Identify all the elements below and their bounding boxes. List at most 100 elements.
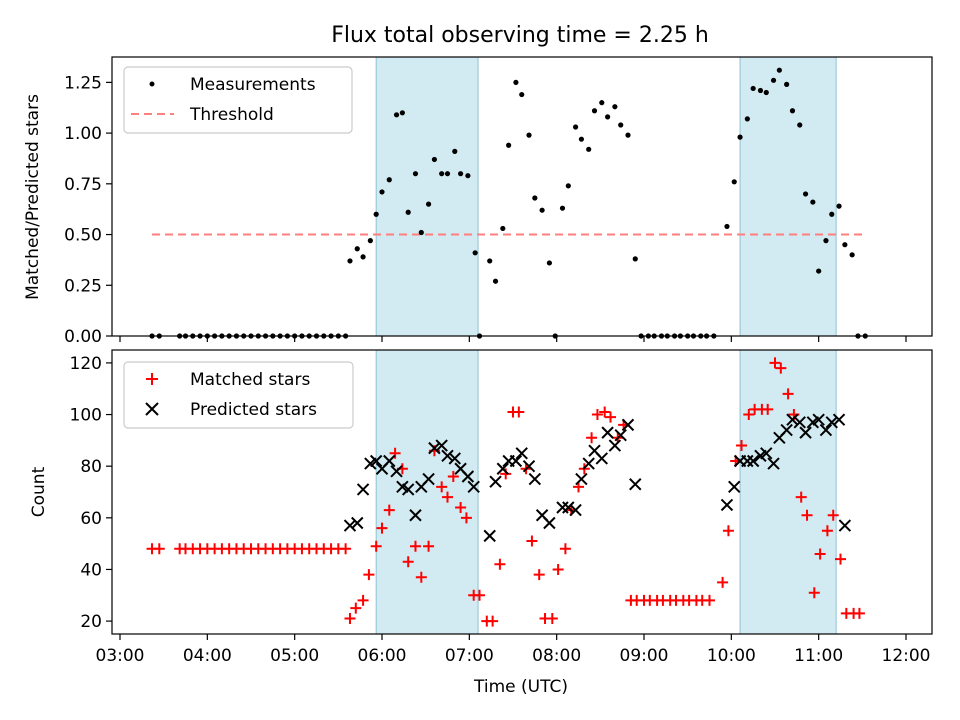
top-panel: 0.00 0.25 0.50 0.75 1.00 1.25 Matched/Predict…: [23, 56, 933, 347]
predicted-star-point: [543, 516, 556, 530]
measurement-point: [379, 189, 385, 195]
matched-star-point: [513, 406, 525, 418]
matched-star-point: [350, 602, 362, 614]
bottom-legend-box: [123, 361, 354, 429]
bottom-x-axis-label: Time (UTC): [473, 677, 568, 697]
predicted-star-point: [595, 452, 608, 465]
measurement-point: [836, 203, 842, 209]
measurement-point: [513, 79, 519, 85]
top-axes-frame: [111, 56, 933, 337]
predicted-star-point: [409, 509, 422, 522]
predicted-star-point: [767, 457, 780, 470]
predicted-star-point: [528, 472, 542, 486]
top-y-tick-label: 1.25: [64, 73, 102, 93]
bottom-y-tick-label: 60: [80, 509, 102, 529]
bottom-x-tick-label: 08:00: [532, 646, 581, 666]
measurement-point: [823, 238, 829, 244]
shaded-interval: [739, 56, 837, 337]
matched-star-point: [447, 471, 459, 483]
measurement-point: [465, 173, 471, 179]
matched-star-point: [546, 613, 558, 625]
matched-star-point: [363, 569, 375, 581]
bottom-axes-frame: [111, 349, 933, 635]
predicted-star-point: [422, 472, 435, 486]
matched-star-point: [853, 607, 865, 619]
predicted-star-point: [786, 413, 799, 426]
matched-star-point: [357, 594, 369, 606]
matched-star-point: [409, 540, 421, 552]
predicted-star-point: [489, 475, 502, 488]
legend-label-measurements: Measurements: [190, 75, 316, 95]
bottom-x-tick-label: 09:00: [620, 646, 669, 666]
matched-star-point: [605, 411, 617, 423]
measurement-point: [586, 146, 592, 152]
predicted-star-point: [356, 483, 370, 496]
top-x-ticks: [119, 336, 907, 342]
bottom-legend: Matched stars Predicted stars: [123, 361, 354, 429]
matched-star-point: [383, 504, 395, 516]
measurement-point: [829, 211, 835, 217]
measurement-point: [500, 225, 506, 232]
predicted-star-point: [832, 413, 846, 426]
measurement-point: [431, 156, 437, 163]
predicted-star-point: [799, 426, 812, 439]
predicted-star-point: [720, 498, 734, 512]
matched-star-point: [526, 535, 538, 547]
measurement-point: [492, 278, 499, 284]
measurement-point: [572, 124, 579, 130]
measurement-point: [526, 132, 532, 138]
bottom-x-tick-label: 10:00: [707, 646, 756, 666]
top-y-tick-label: 0.50: [64, 226, 102, 246]
matched-star-point: [808, 587, 820, 599]
measurement-point: [763, 89, 769, 96]
measurement-point: [472, 250, 478, 256]
predicted-star-point: [441, 449, 454, 463]
legend-marker-measurements: [149, 81, 155, 87]
matched-star-point: [736, 440, 748, 452]
matched-star-point: [769, 357, 781, 369]
predicted-star-point: [825, 416, 838, 429]
matched-star-point: [494, 558, 506, 570]
measurement-point: [487, 258, 493, 264]
measurement-point: [546, 260, 552, 266]
measurement-point: [802, 191, 809, 197]
measurement-point: [354, 246, 360, 252]
measurement-point: [797, 122, 803, 128]
matched-star-point: [153, 543, 165, 555]
predicted-star-point: [448, 452, 461, 465]
legend-label-predicted: Predicted stars: [190, 400, 317, 420]
matched-star-point: [722, 525, 734, 537]
measurement-point: [591, 108, 598, 114]
measurement-point: [578, 136, 585, 142]
measurement-point: [784, 81, 790, 87]
predicted-star-point: [728, 480, 741, 494]
measurement-point: [842, 242, 848, 248]
measurement-point: [393, 112, 400, 118]
bottom-x-tick-label: 03:00: [96, 646, 145, 666]
predicted-star-point: [496, 462, 510, 475]
top-y-ticks: 0.00 0.25 0.50 0.75 1.00 1.25: [64, 73, 112, 347]
predicted-star-point: [629, 478, 642, 491]
matched-star-point: [717, 576, 729, 588]
predicted-star-point: [467, 480, 480, 494]
matched-star-point: [591, 409, 603, 421]
bottom-x-ticks: 03:00 04:00 05:00 06:00 07:00 08:00 09:00 10:00…: [96, 634, 931, 666]
measurement-point: [810, 199, 816, 205]
predicted-star-point: [746, 454, 760, 468]
measurement-point: [506, 142, 512, 148]
matched-star-point: [599, 406, 611, 418]
measurement-point: [816, 268, 822, 274]
measurement-point: [532, 195, 538, 201]
matched-star-point: [340, 543, 352, 555]
matched-star-point: [775, 362, 787, 374]
measurement-point: [849, 252, 855, 258]
shaded-interval: [375, 56, 479, 337]
measurement-point: [744, 116, 750, 122]
predicted-star-point: [509, 454, 523, 468]
predicted-star-point: [428, 441, 441, 455]
predicted-star-point: [575, 472, 588, 486]
matched-star-point: [795, 491, 807, 503]
measurement-point: [757, 87, 764, 94]
predicted-star-point: [819, 423, 833, 437]
